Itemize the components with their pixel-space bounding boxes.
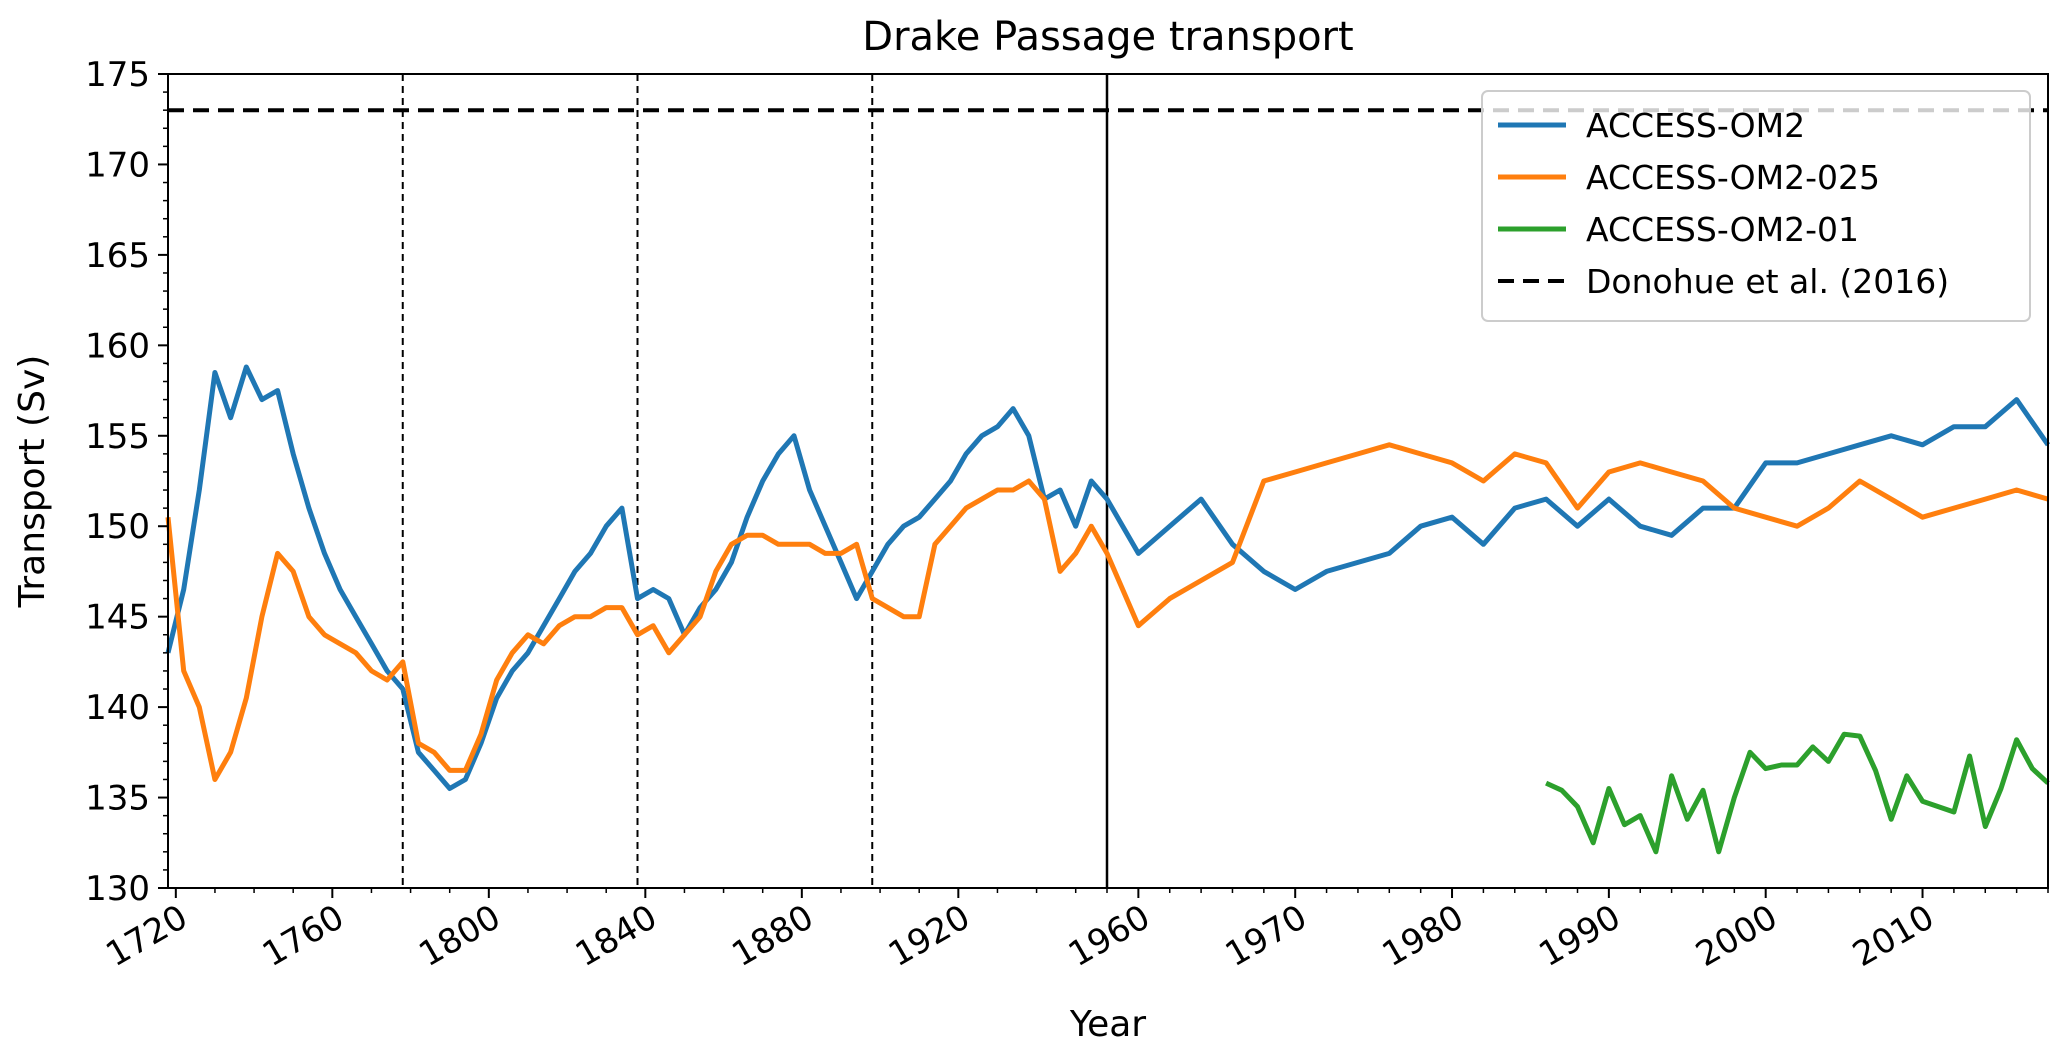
y-tick-label: 155 [85,417,150,457]
y-tick-label: 165 [85,236,150,276]
x-tick-label: 1840 [569,897,664,975]
legend-box [1481,90,2031,322]
y-axis-label: Transport (Sv) [12,355,53,609]
cycle-boundaries [401,74,1109,888]
y-tick-label: 135 [85,779,150,819]
y-tick-label: 150 [85,507,150,547]
plot-frame [167,73,2049,889]
series-line [165,442,2049,782]
y-tick-label: 140 [85,688,150,728]
y-axis: 130 135 140 145 150 155 160 165 170 175 [85,55,168,909]
x-tick-label: 1970 [1219,897,1314,975]
legend-label: ACCESS-OM2-025 [1586,158,1880,197]
x-axis-label: Year [1069,1004,1146,1045]
y-tick-label: 160 [85,326,150,366]
chart-title: Drake Passage transport [862,14,1353,60]
y-tick-label: 170 [85,145,150,185]
x-tick-label: 1880 [725,897,820,975]
y-tick-label: 130 [85,869,150,909]
y-tick-label: 175 [85,55,150,95]
x-tick-label: 1990 [1532,897,1627,975]
x-tick-label: 1800 [412,897,507,975]
series-line [1545,731,2050,855]
series-line [165,364,2051,791]
x-tick-label: 1920 [882,897,977,975]
legend-label: Donohue et al. (2016) [1586,262,1949,301]
x-axis: 1720 1760 1800 1840 1880 1920 1960 1970 1980 1990… [99,888,2049,975]
x-tick-label: 1980 [1376,897,1471,975]
legend: ACCESS-OM2 ACCESS-OM2-025 ACCESS-OM2-01 Don… [1481,90,2031,322]
x-tick-label: 1760 [256,897,351,975]
series-lines [165,108,2051,855]
x-tick-label: 2000 [1689,897,1784,975]
legend-label: ACCESS-OM2 [1586,106,1805,145]
legend-label: ACCESS-OM2-01 [1586,210,1859,249]
y-tick-label: 145 [85,598,150,638]
x-tick-label: 1960 [1062,897,1157,975]
x-tick-label: 2010 [1846,897,1941,975]
